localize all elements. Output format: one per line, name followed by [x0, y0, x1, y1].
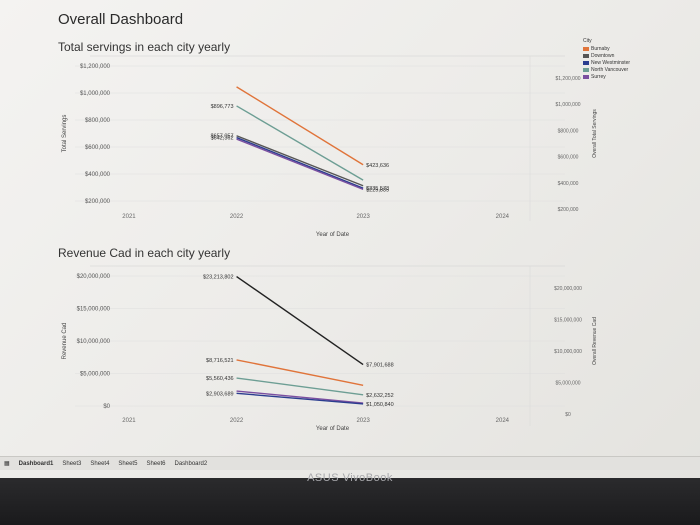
legend-item[interactable]: Burnaby: [583, 46, 630, 52]
tab-bar-grid-icon[interactable]: ▦: [4, 461, 10, 467]
y2-tick-label: $800,000: [558, 128, 579, 134]
x-tick-label: 2022: [230, 214, 244, 220]
series-line: [236, 359, 364, 386]
legend-swatch: [583, 54, 589, 58]
y-tick-label: $15,000,000: [77, 307, 111, 313]
series-line: [236, 392, 364, 405]
legend-label: Downtown: [591, 53, 615, 59]
tab-sheet3[interactable]: Sheet3: [62, 460, 82, 467]
chart1-title: Total servings in each city yearly: [58, 40, 231, 54]
x-tick-label: 2023: [356, 214, 370, 220]
y2-axis-label: Overall Total Servings: [592, 109, 598, 158]
device-brand: ASUS VivoBook: [307, 472, 393, 484]
data-label: $23,213,802: [203, 275, 234, 281]
y-tick-label: $20,000,000: [77, 274, 111, 280]
legend-item[interactable]: New Westminster: [583, 60, 630, 66]
y2-tick-label: $5,000,000: [555, 381, 580, 387]
data-label: $225,885: [366, 187, 389, 193]
series-line: [236, 138, 364, 190]
series-line: [236, 135, 364, 187]
series-line: [236, 390, 364, 404]
chart2-title: Revenue Cad in each city yearly: [58, 246, 231, 260]
y-tick-label: $800,000: [85, 118, 111, 124]
y2-tick-label: $0: [565, 412, 571, 418]
y2-tick-label: $600,000: [558, 155, 579, 161]
screen: Overall Dashboard Total servings in each…: [0, 0, 700, 478]
legend-label: New Westminster: [591, 60, 631, 66]
legend-label: North Vancouver: [591, 67, 629, 73]
tab-sheet5[interactable]: Sheet5: [118, 460, 138, 467]
legend-label: Burnaby: [591, 46, 610, 52]
charts-canvas: $1,200,000 $1,000,000 $800,000 $600,000 $400…: [62, 64, 598, 432]
y2-tick-label: $10,000,000: [554, 349, 582, 355]
x-axis-label: Year of Date: [316, 232, 350, 238]
y-tick-label: $5,000,000: [80, 372, 111, 378]
y-axis-label: Total Servings: [62, 115, 68, 153]
data-label: $1,050,840: [366, 402, 394, 408]
y2-tick-label: $20,000,000: [554, 286, 582, 292]
sheet-tabs: ▦ Dashboard1 Sheet3 Sheet4 Sheet5 Sheet6…: [0, 456, 700, 470]
x-tick-label: 2024: [496, 214, 510, 220]
legend-swatch: [583, 75, 589, 79]
series-line: [236, 377, 364, 396]
data-label: $423,636: [366, 163, 389, 169]
color-legend: City Burnaby Downtown New Westminster North…: [583, 38, 630, 81]
x-tick-label: 2022: [230, 418, 244, 424]
y2-tick-label: $1,200,000: [555, 76, 580, 82]
y-tick-label: $200,000: [85, 199, 111, 205]
legend-swatch: [583, 68, 589, 72]
x-tick-label: 2021: [122, 214, 136, 220]
y-tick-label: $1,000,000: [80, 91, 111, 97]
legend-item[interactable]: Downtown: [583, 53, 630, 59]
data-label: $657,057: [211, 134, 234, 140]
laptop-bezel: [0, 478, 700, 525]
legend-swatch: [583, 61, 589, 65]
y-tick-label: $10,000,000: [77, 339, 111, 345]
data-label: $896,773: [211, 104, 234, 110]
y2-tick-label: $1,000,000: [555, 102, 580, 108]
data-label: $5,560,436: [206, 376, 234, 382]
data-label: $2,903,689: [206, 391, 234, 397]
data-label: $642,362: [211, 136, 234, 142]
tab-dashboard2[interactable]: Dashboard2: [174, 460, 208, 467]
legend-item[interactable]: Surrey: [583, 74, 630, 80]
y-tick-label: $400,000: [85, 172, 111, 178]
x-tick-label: 2021: [122, 418, 136, 424]
tab-dashboard1[interactable]: Dashboard1: [18, 460, 54, 467]
x-tick-label: 2023: [356, 418, 370, 424]
data-label: $235,573: [366, 186, 389, 192]
y-tick-label: $600,000: [85, 145, 111, 151]
y2-axis-label: Overall Revenue Cad: [592, 317, 598, 365]
tab-sheet6[interactable]: Sheet6: [146, 460, 166, 467]
series-line: [236, 105, 364, 181]
legend-label: Surrey: [591, 74, 606, 80]
data-label: $8,716,521: [206, 358, 234, 364]
series-line: [236, 136, 364, 189]
tab-sheet4[interactable]: Sheet4: [90, 460, 110, 467]
series-line: [236, 86, 364, 166]
x-tick-label: 2024: [496, 418, 510, 424]
series-line: [236, 275, 364, 366]
legend-swatch: [583, 47, 589, 51]
y2-tick-label: $15,000,000: [554, 318, 582, 324]
legend-title: City: [583, 38, 592, 44]
y2-tick-label: $400,000: [558, 181, 579, 187]
x-axis-label: Year of Date: [316, 426, 350, 432]
y-tick-label: $1,200,000: [80, 64, 111, 70]
data-label: $2,632,252: [366, 393, 394, 399]
y-axis-label: Revenue Cad: [62, 323, 68, 360]
legend-item[interactable]: North Vancouver: [583, 67, 630, 73]
dashboard-title: Overall Dashboard: [58, 11, 184, 28]
data-label: $7,901,688: [366, 363, 394, 369]
y-tick-label: $0: [103, 404, 110, 410]
y2-tick-label: $200,000: [558, 207, 579, 213]
